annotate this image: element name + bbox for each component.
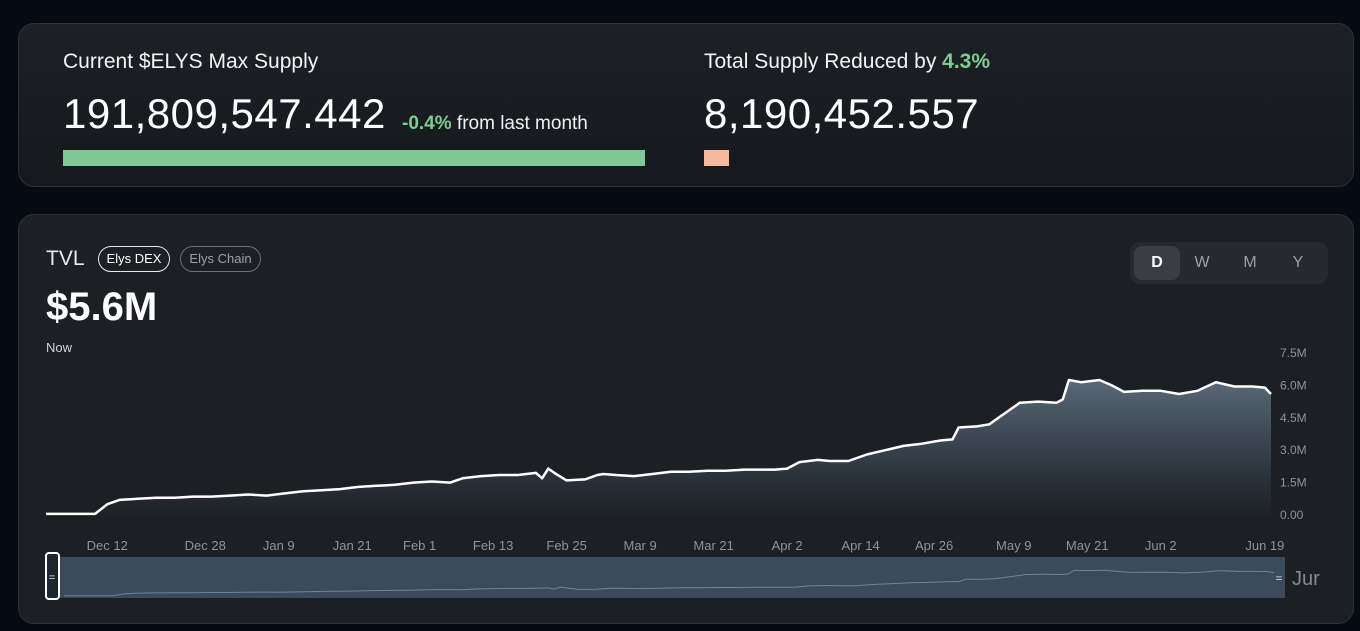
- tvl-label: TVL: [46, 247, 85, 270]
- x-tick-label: Jun 2: [1145, 538, 1177, 553]
- supply-reduced-value: 8,190,452.557: [704, 90, 980, 137]
- period-selector: D W M Y: [1130, 242, 1328, 284]
- max-supply-change-percent: -0.4%: [402, 113, 452, 134]
- tvl-series-line: [46, 378, 1272, 516]
- x-tick-label: Jan 21: [333, 538, 372, 553]
- y-tick-label: 7.5M: [1280, 346, 1307, 360]
- max-supply-title: Current $ELYS Max Supply: [63, 50, 319, 73]
- y-tick-label: 3.0M: [1280, 443, 1307, 457]
- x-tick-label: Feb 13: [473, 538, 513, 553]
- supply-reduced-title-prefix: Total Supply Reduced by: [704, 50, 937, 73]
- x-tick-label: Jun 19: [1245, 538, 1284, 553]
- tab-elys-dex[interactable]: Elys DEX: [98, 246, 170, 272]
- x-tick-label: Dec 28: [185, 538, 226, 553]
- x-tick-label: Mar 9: [624, 538, 657, 553]
- tvl-area-fill: [46, 380, 1271, 515]
- x-tick-label: Feb 1: [403, 538, 436, 553]
- period-month-button[interactable]: M: [1243, 254, 1257, 271]
- navigator-right-handle[interactable]: [1274, 557, 1285, 598]
- x-tick-label: Jan 9: [263, 538, 295, 553]
- x-tick-label: Apr 2: [772, 538, 803, 553]
- supply-reduced-percent: 4.3%: [942, 50, 991, 73]
- max-supply-change: -0.4% from last month: [402, 113, 588, 135]
- right-handle-grip-icon: =: [1276, 573, 1282, 585]
- x-tick-label: May 9: [996, 538, 1031, 553]
- x-tick-label: Feb 25: [546, 538, 586, 553]
- max-supply-change-suffix: from last month: [456, 113, 588, 134]
- x-tick-label: Apr 14: [841, 538, 879, 553]
- tab-elys-chain[interactable]: Elys Chain: [180, 246, 261, 272]
- tvl-chart: 7.5M 6.0M 4.5M 3.0M 1.5M 0.00 Dec 12 Dec 28 Jan …: [45, 346, 1320, 600]
- max-supply-bar: [63, 150, 645, 166]
- supply-card: Current $ELYS Max Supply 191,809,547.442…: [18, 23, 1354, 187]
- supply-reduced-bar: [704, 150, 730, 166]
- y-tick-label: 6.0M: [1280, 378, 1307, 392]
- left-handle-grip-icon: =: [49, 572, 55, 584]
- navigator-overflow-label: Jur: [1292, 568, 1320, 590]
- tvl-card: TVL Elys DEX Elys Chain $5.6M Now D W M …: [18, 214, 1354, 624]
- navigator-background: [47, 557, 1285, 598]
- y-tick-label: 0.00: [1280, 508, 1304, 522]
- period-day-button[interactable]: D: [1134, 246, 1180, 280]
- x-tick-label: May 21: [1066, 538, 1109, 553]
- max-supply-value: 191,809,547.442: [63, 90, 386, 137]
- supply-reduced-title: Total Supply Reduced by 4.3%: [704, 50, 990, 74]
- period-year-button[interactable]: Y: [1292, 254, 1304, 271]
- navigator-series-line: [64, 569, 1275, 597]
- x-tick-label: Dec 12: [87, 538, 128, 553]
- y-tick-label: 1.5M: [1280, 476, 1307, 490]
- x-tick-label: Apr 26: [915, 538, 953, 553]
- period-week-button[interactable]: W: [1194, 254, 1210, 271]
- range-navigator[interactable]: = = Jur: [45, 552, 1320, 600]
- navigator-left-handle[interactable]: [45, 552, 60, 600]
- tvl-value: $5.6M: [46, 285, 158, 329]
- y-tick-label: 4.5M: [1280, 411, 1307, 425]
- x-tick-label: Mar 21: [693, 538, 733, 553]
- tvl-subtitle: Now: [46, 340, 73, 355]
